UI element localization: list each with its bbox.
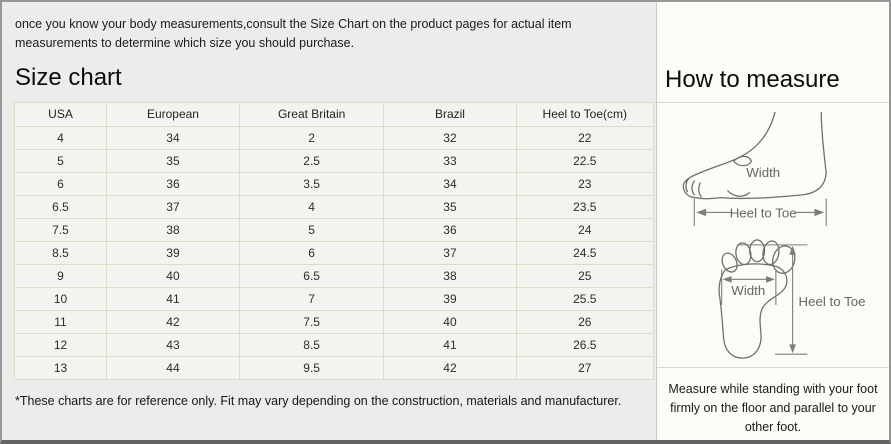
table-row: 9 40 6.5 38 25 <box>13 263 655 288</box>
cell-heel-to-toe: 27 <box>515 355 655 380</box>
cell-great-britain: 4 <box>238 194 385 219</box>
table-row: 11 42 7.5 40 26 <box>13 309 655 334</box>
cell-brazil: 40 <box>383 309 517 334</box>
cell-great-britain: 6.5 <box>238 263 385 288</box>
table-row: 4 34 2 32 22 <box>13 125 655 150</box>
cell-heel-to-toe: 26 <box>515 309 655 334</box>
cell-usa: 7.5 <box>13 217 108 242</box>
cell-usa: 5 <box>13 148 108 173</box>
side-heel-to-toe-label: Heel to Toe <box>730 205 797 220</box>
column-header-great-britain: Great Britain <box>238 101 385 127</box>
bottom-width-label: Width <box>731 283 765 298</box>
cell-heel-to-toe: 23.5 <box>515 194 655 219</box>
cell-heel-to-toe: 25.5 <box>515 286 655 311</box>
cell-european: 42 <box>106 309 240 334</box>
table-row: 13 44 9.5 42 27 <box>13 355 655 380</box>
bottom-heel-to-toe-label: Heel to Toe <box>799 294 866 309</box>
table-row: 10 41 7 39 25.5 <box>13 286 655 311</box>
cell-european: 39 <box>106 240 240 265</box>
table-row: 8.5 39 6 37 24.5 <box>13 240 655 265</box>
cell-great-britain: 7 <box>238 286 385 311</box>
cell-brazil: 32 <box>383 125 517 150</box>
footprint-diagram: Width Heel to Toe <box>718 239 866 359</box>
cell-brazil: 37 <box>383 240 517 265</box>
column-header-heel-to-toe: Heel to Toe(cm) <box>515 101 655 127</box>
side-width-label: Width <box>746 165 780 180</box>
cell-heel-to-toe: 23 <box>515 171 655 196</box>
cell-great-britain: 7.5 <box>238 309 385 334</box>
cell-great-britain: 9.5 <box>238 355 385 380</box>
cell-european: 34 <box>106 125 240 150</box>
column-header-european: European <box>106 101 240 127</box>
intro-text: once you know your body measurements,con… <box>15 17 572 50</box>
cell-european: 44 <box>106 355 240 380</box>
cell-great-britain: 2 <box>238 125 385 150</box>
cell-usa: 9 <box>13 263 108 288</box>
column-header-brazil: Brazil <box>383 101 517 127</box>
cell-great-britain: 2.5 <box>238 148 385 173</box>
cell-european: 36 <box>106 171 240 196</box>
cell-european: 37 <box>106 194 240 219</box>
size-chart-table: USA European Great Britain Brazil Heel t… <box>13 101 655 380</box>
cell-european: 43 <box>106 332 240 357</box>
cell-european: 40 <box>106 263 240 288</box>
cell-european: 41 <box>106 286 240 311</box>
cell-brazil: 34 <box>383 171 517 196</box>
cell-heel-to-toe: 22.5 <box>515 148 655 173</box>
how-to-measure-title: How to measure <box>657 2 889 103</box>
cell-brazil: 33 <box>383 148 517 173</box>
table-row: 7.5 38 5 36 24 <box>13 217 655 242</box>
cell-great-britain: 3.5 <box>238 171 385 196</box>
reference-footnote: *These charts are for reference only. Fi… <box>15 393 622 408</box>
table-row: 6.5 37 4 35 23.5 <box>13 194 655 219</box>
cell-usa: 4 <box>13 125 108 150</box>
cell-european: 35 <box>106 148 240 173</box>
measure-diagrams: Width Heel to Toe <box>657 104 889 367</box>
how-to-measure-panel: How to measure Width Heel to Toe <box>656 2 889 440</box>
table-row: 6 36 3.5 34 23 <box>13 171 655 196</box>
cell-usa: 10 <box>13 286 108 311</box>
cell-brazil: 42 <box>383 355 517 380</box>
cell-usa: 12 <box>13 332 108 357</box>
cell-great-britain: 8.5 <box>238 332 385 357</box>
cell-heel-to-toe: 25 <box>515 263 655 288</box>
foot-side-view-diagram: Width Heel to Toe <box>682 112 827 227</box>
cell-heel-to-toe: 24.5 <box>515 240 655 265</box>
size-chart-panel: once you know your body measurements,con… <box>2 2 656 440</box>
table-row: 12 43 8.5 41 26.5 <box>13 332 655 357</box>
cell-heel-to-toe: 24 <box>515 217 655 242</box>
cell-usa: 13 <box>13 355 108 380</box>
cell-usa: 6 <box>13 171 108 196</box>
cell-brazil: 36 <box>383 217 517 242</box>
table-header-row: USA European Great Britain Brazil Heel t… <box>13 101 655 127</box>
cell-great-britain: 5 <box>238 217 385 242</box>
cell-brazil: 38 <box>383 263 517 288</box>
measure-instruction: Measure while standing with your foot fi… <box>657 367 889 440</box>
cell-usa: 11 <box>13 309 108 334</box>
size-chart-title: Size chart <box>15 64 122 91</box>
column-header-usa: USA <box>13 101 108 127</box>
table-row: 5 35 2.5 33 22.5 <box>13 148 655 173</box>
cell-brazil: 41 <box>383 332 517 357</box>
cell-brazil: 39 <box>383 286 517 311</box>
cell-usa: 6.5 <box>13 194 108 219</box>
cell-heel-to-toe: 22 <box>515 125 655 150</box>
cell-great-britain: 6 <box>238 240 385 265</box>
cell-european: 38 <box>106 217 240 242</box>
cell-heel-to-toe: 26.5 <box>515 332 655 357</box>
cell-usa: 8.5 <box>13 240 108 265</box>
cell-brazil: 35 <box>383 194 517 219</box>
